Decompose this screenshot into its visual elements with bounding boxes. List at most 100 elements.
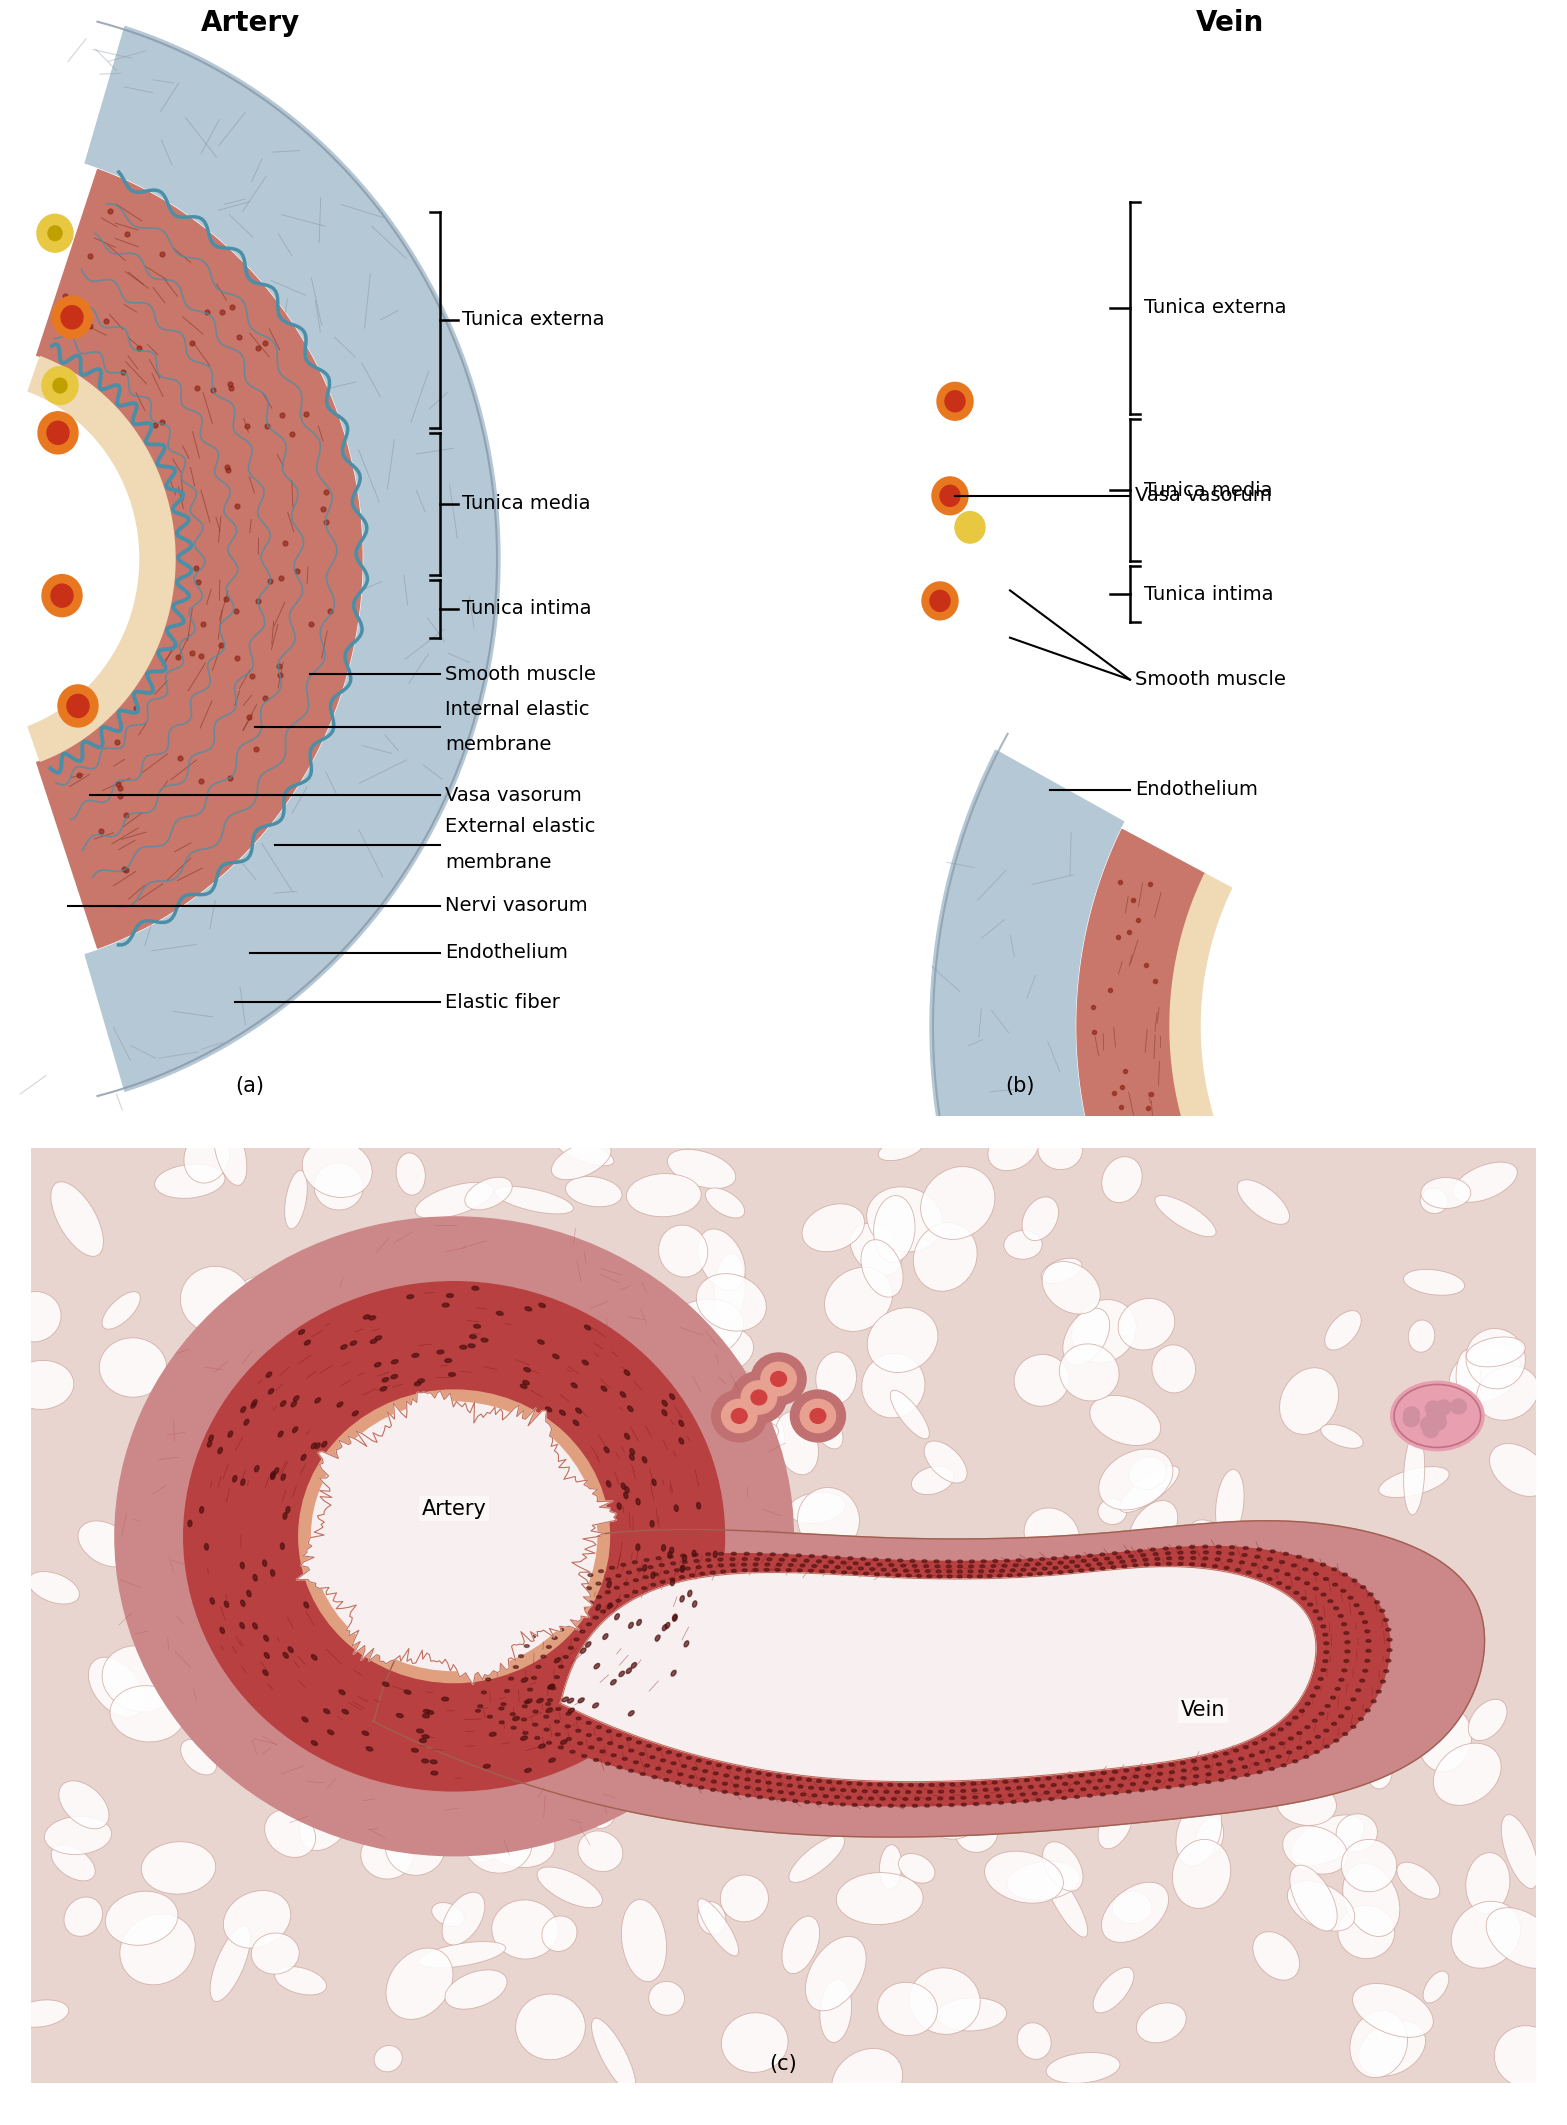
Ellipse shape (835, 1556, 840, 1560)
Ellipse shape (787, 1785, 793, 1787)
Text: Nervi vasorum: Nervi vasorum (445, 897, 588, 916)
Ellipse shape (610, 1566, 614, 1568)
Ellipse shape (456, 1309, 536, 1354)
Ellipse shape (937, 1798, 943, 1800)
Ellipse shape (360, 1832, 414, 1878)
Ellipse shape (693, 1600, 697, 1606)
Ellipse shape (1296, 1577, 1301, 1579)
Ellipse shape (1098, 1802, 1133, 1849)
Ellipse shape (179, 1500, 224, 1543)
Ellipse shape (537, 1626, 542, 1630)
Ellipse shape (299, 1783, 357, 1851)
Ellipse shape (1365, 1660, 1370, 1662)
Ellipse shape (705, 1702, 754, 1783)
Ellipse shape (674, 1568, 680, 1572)
Ellipse shape (1368, 1594, 1373, 1596)
Ellipse shape (671, 1670, 675, 1677)
Ellipse shape (972, 1783, 976, 1785)
Ellipse shape (613, 1422, 644, 1445)
Ellipse shape (1271, 1549, 1276, 1553)
Text: Tunica externa: Tunica externa (462, 310, 605, 329)
Ellipse shape (412, 1354, 418, 1358)
Ellipse shape (1243, 1766, 1247, 1768)
Ellipse shape (1182, 1770, 1186, 1772)
Ellipse shape (696, 1760, 702, 1762)
Text: Internal elastic: Internal elastic (445, 699, 589, 718)
Ellipse shape (835, 1566, 840, 1568)
Ellipse shape (396, 1154, 425, 1194)
Ellipse shape (846, 1796, 851, 1800)
Ellipse shape (1025, 1509, 1080, 1562)
Ellipse shape (1288, 1881, 1355, 1932)
Ellipse shape (525, 1700, 533, 1704)
Ellipse shape (328, 1730, 334, 1734)
Ellipse shape (1304, 1755, 1308, 1757)
Ellipse shape (284, 1653, 288, 1658)
Ellipse shape (371, 1674, 415, 1730)
Ellipse shape (102, 1645, 177, 1713)
Ellipse shape (1467, 1337, 1525, 1366)
Ellipse shape (840, 1804, 845, 1806)
Ellipse shape (1324, 1730, 1329, 1732)
Ellipse shape (285, 1171, 307, 1228)
Ellipse shape (1451, 1902, 1520, 1968)
Ellipse shape (705, 1560, 711, 1562)
Ellipse shape (616, 1600, 621, 1602)
Ellipse shape (1293, 1738, 1346, 1791)
Polygon shape (1077, 829, 1504, 1460)
Circle shape (751, 1354, 805, 1405)
Ellipse shape (1313, 1572, 1318, 1575)
Ellipse shape (1150, 1549, 1155, 1551)
Ellipse shape (1145, 1774, 1150, 1776)
Ellipse shape (1042, 1842, 1083, 1891)
Ellipse shape (776, 1774, 782, 1779)
Ellipse shape (1341, 1840, 1396, 1891)
Ellipse shape (555, 1719, 559, 1723)
Polygon shape (85, 26, 500, 1092)
Ellipse shape (644, 1558, 649, 1562)
Ellipse shape (997, 1575, 1003, 1577)
Ellipse shape (1081, 1787, 1086, 1791)
Ellipse shape (407, 1294, 414, 1298)
Ellipse shape (837, 1781, 841, 1785)
Ellipse shape (1243, 1553, 1247, 1556)
Ellipse shape (1348, 1596, 1352, 1600)
Ellipse shape (1252, 1742, 1258, 1745)
Ellipse shape (9, 1360, 74, 1409)
Ellipse shape (563, 1347, 628, 1402)
Ellipse shape (1106, 1785, 1111, 1789)
Ellipse shape (158, 1511, 219, 1575)
Ellipse shape (621, 1564, 625, 1566)
Ellipse shape (263, 1560, 266, 1566)
Ellipse shape (1465, 1853, 1511, 1915)
Ellipse shape (1075, 1564, 1080, 1568)
Ellipse shape (1213, 1564, 1218, 1568)
Ellipse shape (1056, 1789, 1061, 1794)
Ellipse shape (1037, 1606, 1106, 1643)
Ellipse shape (622, 1900, 666, 1983)
Ellipse shape (1359, 2021, 1426, 2076)
Ellipse shape (547, 1740, 552, 1745)
Ellipse shape (1004, 1230, 1042, 1260)
Ellipse shape (1196, 1817, 1224, 1857)
Ellipse shape (1323, 1660, 1327, 1662)
Ellipse shape (664, 1570, 669, 1572)
Ellipse shape (1293, 1717, 1297, 1719)
Ellipse shape (182, 1670, 248, 1711)
Ellipse shape (967, 1753, 1017, 1791)
Ellipse shape (537, 1341, 544, 1345)
Ellipse shape (1355, 1689, 1360, 1692)
Ellipse shape (1359, 1613, 1363, 1615)
Ellipse shape (862, 1789, 867, 1794)
Ellipse shape (1338, 1679, 1344, 1681)
Ellipse shape (1163, 1547, 1169, 1549)
Ellipse shape (682, 1764, 686, 1768)
Ellipse shape (544, 1619, 550, 1621)
Ellipse shape (525, 1645, 530, 1647)
Ellipse shape (812, 1564, 816, 1568)
Ellipse shape (605, 1762, 610, 1766)
Ellipse shape (531, 1677, 536, 1679)
Ellipse shape (625, 1434, 630, 1439)
Ellipse shape (1216, 1468, 1244, 1541)
Ellipse shape (917, 1791, 921, 1794)
